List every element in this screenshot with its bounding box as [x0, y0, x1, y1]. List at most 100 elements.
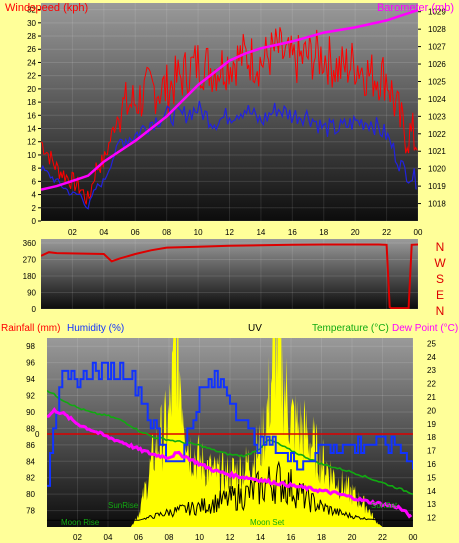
climate-x-tick-label: 02 [73, 533, 82, 542]
wind-x-tick-label: 04 [99, 228, 108, 237]
moonset-annotation: Moon Set [250, 518, 285, 527]
barometer-y-tick-label: 1022 [428, 130, 446, 139]
barometer-axis-label: Barometer (mb) [377, 2, 454, 14]
compass-letter: N [436, 304, 445, 318]
temperature-y-tick-label: 16 [427, 460, 436, 469]
temperature-y-tick-label: 24 [427, 353, 436, 362]
humidity-y-tick-label: 96 [26, 359, 35, 368]
wind-y-tick-label: 22 [27, 72, 36, 81]
humidity-y-tick-label: 84 [26, 457, 35, 466]
temperature-axis-label: Temperature (°C) [312, 323, 389, 334]
temperature-y-tick-label: 20 [427, 406, 436, 415]
humidity-y-tick-label: 94 [26, 375, 35, 384]
sunrise-annotation: SunRise [108, 501, 139, 510]
compass-letter: E [436, 288, 444, 302]
wind-y-tick-label: 26 [27, 45, 36, 54]
barometer-y-tick-label: 1025 [428, 77, 446, 86]
barometer-y-tick-label: 1018 [428, 200, 446, 209]
climate-x-tick-label: 06 [134, 533, 143, 542]
temperature-y-tick-label: 19 [427, 420, 436, 429]
humidity-y-tick-label: 88 [26, 424, 35, 433]
windspeed-axis-label: Windspeed (kph) [5, 2, 88, 14]
wind-y-tick-label: 8 [32, 164, 37, 173]
temperature-y-tick-label: 17 [427, 447, 436, 456]
barometer-y-tick-label: 1027 [428, 43, 446, 52]
direction-gridlines [41, 239, 419, 310]
humidity-y-tick-label: 80 [26, 490, 35, 499]
climate-x-tick-label: 20 [348, 533, 357, 542]
wind-x-tick-label: 20 [351, 228, 360, 237]
temperature-y-tick-label: 23 [427, 366, 436, 375]
temperature-y-tick-label: 21 [427, 393, 436, 402]
climate-x-tick-label: 10 [195, 533, 204, 542]
uv-axis-label: UV [248, 323, 262, 334]
humidity-series [47, 361, 413, 487]
wind-gridlines [38, 3, 421, 222]
climate-x-tick-labels: 02 04 06 08 10 12 14 16 18 20 22 00 [73, 533, 418, 542]
wind-y-tick-label: 32 [27, 6, 36, 15]
barometer-y-tick-label: 1026 [428, 60, 446, 69]
wind-y-tick-label: 2 [32, 204, 37, 213]
barometer-y-tick-label: 1028 [428, 25, 446, 34]
wind-y-tick-label: 20 [27, 85, 36, 94]
climate-x-tick-label: 04 [104, 533, 113, 542]
humidity-y-tick-label: 90 [26, 408, 35, 417]
direction-y-tick-label: 0 [32, 305, 37, 314]
direction-y-tick-labels: 0 90 180 270 360 [23, 239, 37, 314]
sunset-annotation: SunSet [371, 501, 398, 510]
direction-y-tick-label: 270 [23, 256, 37, 265]
dew-point-axis-label: Dew Point (°C) [392, 323, 458, 334]
direction-y-tick-label: 90 [27, 289, 36, 298]
wind-direction-series [41, 243, 418, 309]
wind-y-tick-label: 0 [32, 217, 37, 226]
wind-y-tick-label: 18 [27, 98, 36, 107]
dew-point-series [47, 407, 413, 519]
wind-x-tick-label: 00 [414, 228, 423, 237]
humidity-y-tick-label: 98 [26, 342, 35, 351]
compass-letter: N [436, 240, 445, 254]
temperature-y-tick-label: 18 [427, 433, 436, 442]
direction-y-tick-label: 180 [23, 272, 37, 281]
wind-x-tick-labels: 02 04 06 08 10 12 14 16 18 20 22 00 [68, 228, 423, 237]
compass-letter: W [434, 256, 446, 270]
temperature-y-tick-label: 13 [427, 500, 436, 509]
humidity-y-tick-labels: 78 80 82 84 86 88 90 92 94 96 98 [26, 342, 35, 515]
barometer-y-tick-label: 1020 [428, 165, 446, 174]
temperature-y-tick-label: 22 [427, 380, 436, 389]
wind-x-tick-label: 18 [319, 228, 328, 237]
climate-x-tick-label: 12 [226, 533, 235, 542]
climate-x-tick-label: 22 [378, 533, 387, 542]
humidity-y-tick-label: 82 [26, 474, 35, 483]
climate-x-tick-label: 18 [317, 533, 326, 542]
humidity-y-tick-label: 86 [26, 441, 35, 450]
wind-x-tick-label: 06 [131, 228, 140, 237]
barometer-y-tick-labels: 1018 1019 1020 1021 1022 1023 1024 1025 1026 1027… [428, 8, 446, 209]
wind-y-tick-label: 10 [27, 151, 36, 160]
wind-x-tick-label: 12 [225, 228, 234, 237]
barometer-y-tick-label: 1029 [428, 8, 446, 17]
climate-x-tick-label: 14 [256, 533, 265, 542]
rainfall-axis-label: Rainfall (mm) [1, 323, 60, 334]
direction-plot-area [41, 239, 418, 309]
barometer-y-tick-label: 1021 [428, 147, 446, 156]
wind-average-series [41, 100, 417, 210]
wind-y-tick-label: 24 [27, 58, 36, 67]
humidity-y-tick-label: 78 [26, 507, 35, 516]
temperature-y-tick-label: 14 [427, 487, 436, 496]
wind-x-tick-label: 16 [288, 228, 297, 237]
climate-x-tick-label: 08 [165, 533, 174, 542]
wind-x-tick-label: 10 [194, 228, 203, 237]
temperature-series [47, 389, 413, 495]
barometer-y-tick-label: 1019 [428, 182, 446, 191]
compass-letter: S [436, 272, 444, 286]
humidity-axis-label: Humidity (%) [67, 323, 124, 334]
wind-x-tick-label: 08 [162, 228, 171, 237]
climate-x-tick-label: 16 [287, 533, 296, 542]
wind-y-tick-label: 14 [27, 125, 36, 134]
wind-x-tick-label: 14 [256, 228, 265, 237]
barometer-y-tick-label: 1023 [428, 112, 446, 121]
barometer-series [41, 8, 418, 191]
